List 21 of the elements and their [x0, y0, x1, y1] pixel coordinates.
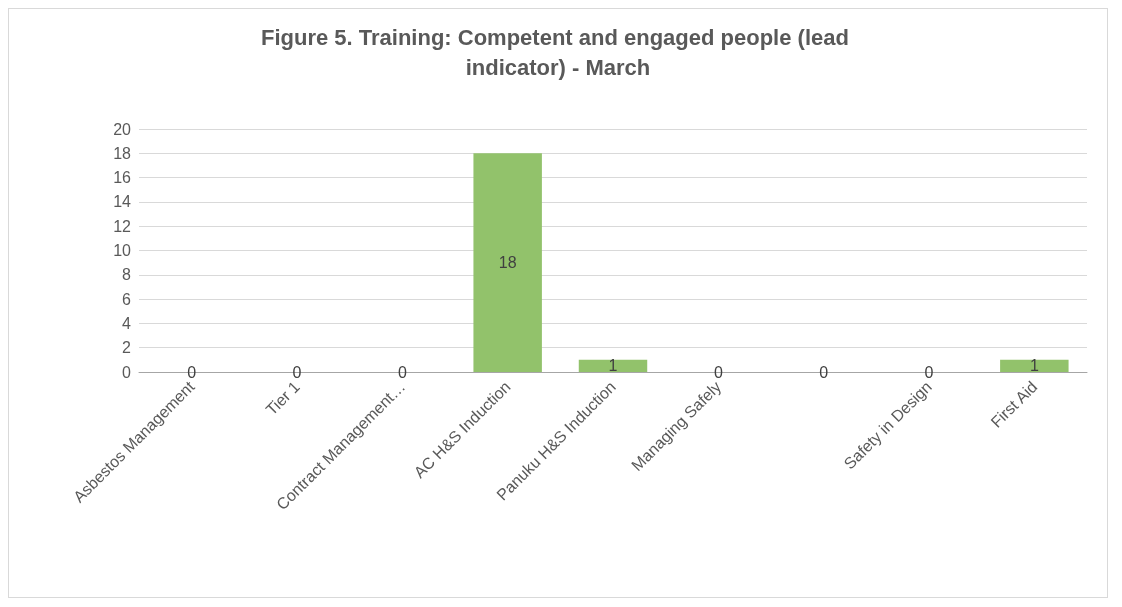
chart-title: Figure 5. Training: Competent and engaged people (lead indicator) - March [260, 24, 856, 80]
y-tick-label: 16 [113, 169, 132, 187]
y-tick-label: 18 [113, 144, 132, 162]
data-label: 18 [498, 254, 517, 272]
data-label: 0 [713, 363, 723, 381]
data-label: 0 [924, 363, 934, 381]
y-tick-label: 20 [113, 120, 132, 138]
data-label: 0 [187, 363, 197, 381]
data-label: 1 [1029, 357, 1039, 375]
y-tick-label: 0 [122, 363, 132, 381]
y-tick-label: 8 [122, 266, 132, 284]
data-label: 0 [819, 363, 829, 381]
data-label: 0 [397, 363, 407, 381]
data-label: 1 [608, 357, 618, 375]
y-tick-label: 2 [122, 339, 132, 357]
y-tick-label: 10 [113, 242, 132, 259]
y-tick-label: 12 [113, 217, 132, 235]
y-tick-label: 6 [122, 290, 132, 308]
x-tick-label: First Aid [987, 377, 1041, 431]
y-tick-label: 14 [113, 193, 132, 211]
y-tick-label: 4 [122, 314, 132, 332]
